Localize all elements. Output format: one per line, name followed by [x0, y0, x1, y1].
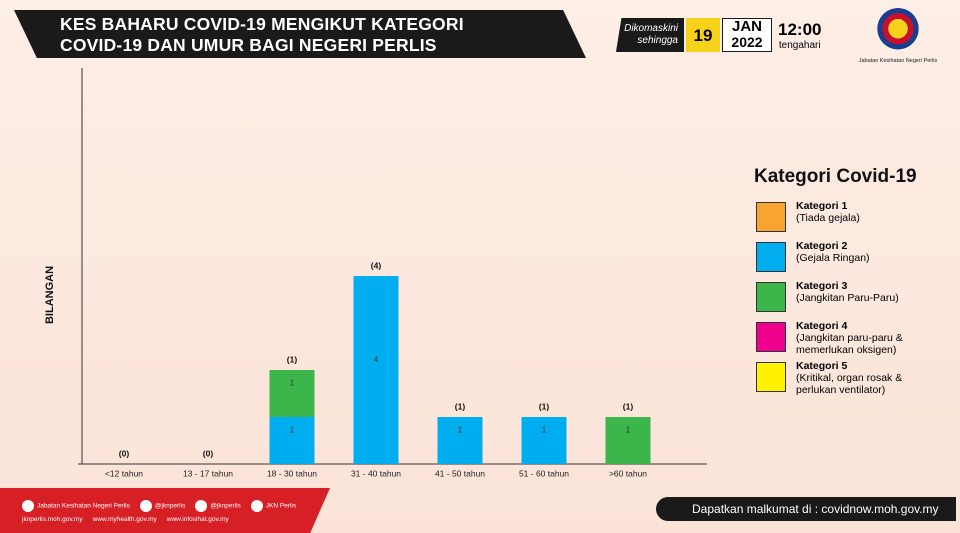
segment-label: 1: [290, 426, 295, 435]
segment-label: 1: [626, 426, 631, 435]
legend-swatch: [756, 322, 786, 352]
time-note: tengahari: [778, 40, 821, 51]
legend-item: Kategori 3 (Jangkitan Paru-Paru): [752, 280, 942, 320]
date-day: 19: [686, 18, 720, 52]
title-line: KES BAHARU COVID-19 MENGIKUT KATEGORI: [60, 14, 464, 34]
website[interactable]: www.myhealth.gov.my: [92, 516, 157, 523]
legend-item: Kategori 4 (Jangkitan paru-paru & memerlu…: [752, 320, 942, 360]
bar-segment: [437, 417, 483, 464]
social-row: Jabatan Kesihatan Negeri Perlis @jknperl…: [0, 488, 330, 512]
legend: Kategori Covid-19 Kategori 1 (Tiada gejal…: [752, 166, 942, 400]
updated-label: Dikomaskini sehingga: [616, 18, 684, 52]
legend-name: Kategori 3: [796, 280, 848, 292]
legend-description: (Jangkitan Paru-Paru): [796, 292, 899, 304]
time: 12:00 tengahari: [778, 20, 821, 51]
x-tick-label: 13 - 17 tahun: [183, 468, 233, 478]
legend-description: (Tiada gejala): [796, 212, 860, 224]
website[interactable]: jknperlis.moh.gov.my: [22, 516, 83, 523]
social-link[interactable]: @jknperlis: [140, 500, 185, 512]
social-link[interactable]: @jknperlis: [195, 500, 240, 512]
total-label: (1): [287, 354, 298, 364]
social-link[interactable]: Jabatan Kesihatan Negeri Perlis: [22, 500, 130, 512]
x-tick-label: <12 tahun: [105, 468, 143, 478]
bar-segment: [605, 417, 651, 464]
title-box: KES BAHARU COVID-19 MENGIKUT KATEGORI CO…: [14, 10, 586, 58]
segment-label: 1: [458, 426, 463, 435]
date-month: JAN: [731, 18, 762, 35]
legend-description: (Gejala Ringan): [796, 252, 870, 264]
legend-name: Kategori 2: [796, 240, 848, 252]
legend-name: Kategori 5: [796, 360, 848, 372]
legend-item: Kategori 1 (Tiada gejala): [752, 200, 942, 240]
time-value: 12:00: [778, 20, 822, 39]
legend-swatch: [756, 362, 786, 392]
website-row: jknperlis.moh.gov.my www.myhealth.gov.my…: [0, 512, 330, 523]
crest: [875, 8, 921, 54]
bar-segment: [521, 417, 567, 464]
logo: Jabatan Kesihatan Negeri Perlis: [856, 8, 940, 64]
legend-swatch: [756, 242, 786, 272]
legend-title: Kategori Covid-19: [754, 166, 917, 187]
bar-segment: [269, 370, 315, 418]
legend-description: (Kritikal, organ rosak & perlukan ventil…: [796, 372, 903, 396]
x-tick-label: 41 - 50 tahun: [435, 468, 485, 478]
updated-text: Dikomaskini: [624, 23, 678, 34]
legend-swatch: [756, 202, 786, 232]
total-label: (4): [371, 260, 382, 270]
segment-label: 4: [374, 355, 379, 364]
legend-text: Kategori 3 (Jangkitan Paru-Paru): [796, 280, 899, 320]
legend-text: Kategori 5 (Kritikal, organ rosak & perlu…: [796, 360, 942, 400]
legend-item: Kategori 5 (Kritikal, organ rosak & perlu…: [752, 360, 942, 400]
legend-items: Kategori 1 (Tiada gejala) Kategori 2 (Gejal…: [752, 200, 942, 400]
legend-item: Kategori 2 (Gejala Ringan): [752, 240, 942, 280]
legend-text: Kategori 4 (Jangkitan paru-paru & memerlu…: [796, 320, 942, 360]
website[interactable]: www.infosihat.gov.my: [166, 516, 229, 523]
total-label: (1): [455, 401, 466, 411]
total-label: (0): [119, 448, 130, 458]
logo-caption: Jabatan Kesihatan Negeri Perlis: [858, 58, 938, 64]
legend-description: (Jangkitan paru-paru & memerlukan oksige…: [796, 332, 903, 356]
legend-swatch: [756, 282, 786, 312]
x-tick-label: 18 - 30 tahun: [267, 468, 317, 478]
title-line: COVID-19 DAN UMUR BAGI NEGERI PERLIS: [60, 35, 437, 55]
legend-name: Kategori 4: [796, 320, 848, 332]
total-label: (0): [203, 448, 214, 458]
total-label: (1): [539, 401, 550, 411]
bar-segment: [353, 276, 399, 464]
info-banner: Dapatkan malkumat di : covidnow.moh.gov.…: [656, 497, 956, 521]
legend-text: Kategori 2 (Gejala Ringan): [796, 240, 870, 280]
legend-text: Kategori 1 (Tiada gejala): [796, 200, 860, 240]
date-year: 2022: [731, 34, 763, 50]
y-axis-label: BILANGAN: [44, 266, 56, 324]
total-label: (1): [623, 401, 634, 411]
segment-label: 1: [290, 379, 295, 388]
legend-name: Kategori 1: [796, 200, 848, 212]
social-link[interactable]: JKN Perlis: [251, 500, 296, 512]
x-tick-label: 51 - 60 tahun: [519, 468, 569, 478]
x-tick-label: 31 - 40 tahun: [351, 468, 401, 478]
x-tick-label: >60 tahun: [609, 468, 647, 478]
footer-social: Jabatan Kesihatan Negeri Perlis @jknperl…: [0, 488, 330, 533]
date-month-year: JAN 2022: [722, 18, 772, 52]
updated-text: sehingga: [637, 35, 678, 46]
bar-segment: [269, 417, 315, 464]
segment-label: 1: [542, 426, 547, 435]
